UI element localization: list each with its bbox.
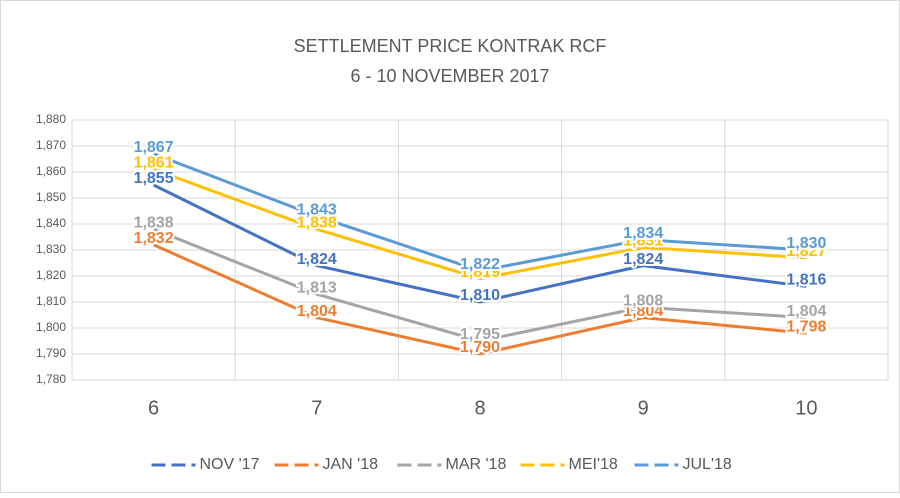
series-line [153, 227, 807, 343]
data-label: 1,831 [623, 233, 663, 250]
data-label: 1,861 [134, 155, 174, 172]
x-tick-label: 9 [638, 397, 649, 419]
data-label: 1,808 [623, 292, 663, 309]
chart-title: SETTLEMENT PRICE KONTRAK RCF [294, 36, 607, 56]
series-line [153, 167, 807, 281]
series-line [152, 183, 807, 304]
data-label: 1,843 [297, 201, 337, 218]
data-label: 1,790 [460, 339, 500, 356]
y-tick-label: 1,820 [36, 268, 66, 282]
x-tick-label: 6 [148, 397, 159, 419]
legend-label: JAN '18 [323, 456, 379, 473]
data-label: 1,824 [623, 251, 663, 268]
x-tick-label: 10 [795, 397, 817, 419]
legend-label: MAR '18 [446, 456, 507, 473]
y-tick-label: 1,870 [36, 138, 66, 152]
legend-label: JUL'18 [683, 456, 732, 473]
chart-subtitle: 6 - 10 NOVEMBER 2017 [350, 66, 549, 86]
data-label: 1,804 [297, 303, 337, 320]
y-tick-label: 1,800 [36, 320, 66, 334]
data-label: 1,827 [786, 243, 826, 260]
x-tick-label: 8 [474, 397, 485, 419]
data-label: 1,810 [460, 287, 500, 304]
data-label: 1,804 [786, 303, 826, 320]
data-label: 1,816 [786, 272, 826, 289]
y-tick-label: 1,850 [36, 190, 66, 204]
series-line [152, 243, 807, 356]
y-tick-label: 1,810 [36, 294, 66, 308]
data-label: 1,813 [297, 279, 337, 296]
data-label: 1,832 [134, 230, 174, 247]
legend-label: MEI'18 [569, 456, 618, 473]
data-label: 1,798 [786, 318, 826, 335]
data-label: 1,795 [460, 326, 500, 343]
data-label: 1,819 [460, 264, 500, 281]
y-tick-label: 1,830 [36, 242, 66, 256]
data-label: 1,822 [460, 256, 500, 273]
data-label: 1,867 [134, 139, 174, 156]
y-tick-label: 1,780 [36, 372, 66, 386]
data-label: 1,830 [786, 235, 826, 252]
data-label: 1,834 [623, 225, 663, 242]
data-label: 1,855 [134, 170, 174, 187]
y-tick-label: 1,790 [36, 346, 66, 360]
series-line [153, 152, 807, 273]
data-label: 1,824 [297, 251, 337, 268]
y-tick-label: 1,880 [36, 112, 66, 126]
data-label: 1,804 [623, 303, 663, 320]
data-label: 1,838 [297, 214, 337, 231]
x-tick-label: 7 [311, 397, 322, 419]
data-label: 1,838 [134, 214, 174, 231]
legend-label: NOV '17 [200, 456, 260, 473]
y-tick-label: 1,840 [36, 216, 66, 230]
y-tick-label: 1,860 [36, 164, 66, 178]
